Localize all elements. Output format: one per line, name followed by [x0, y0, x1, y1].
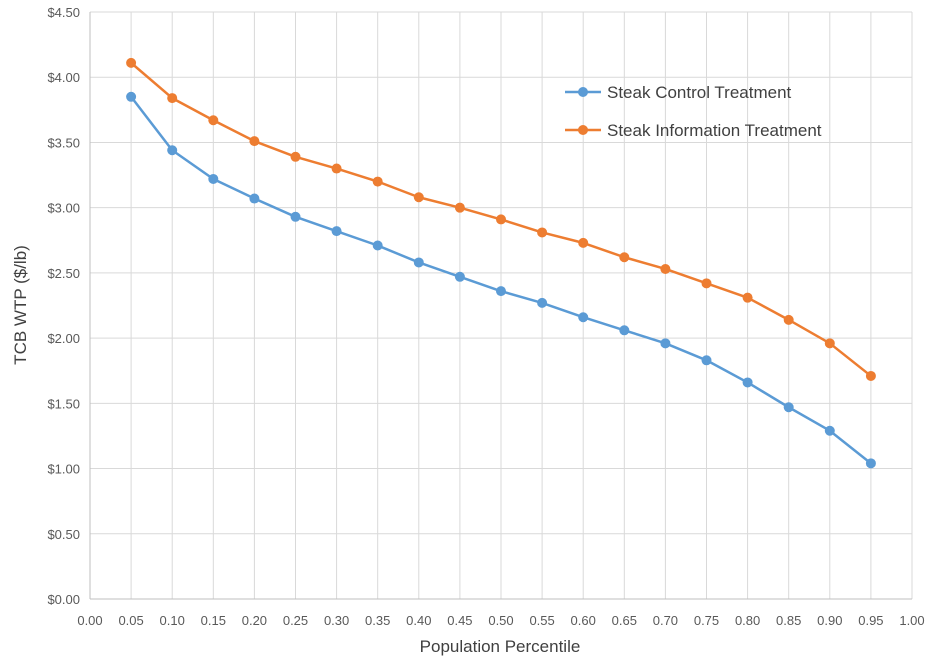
- legend-label: Steak Information Treatment: [607, 121, 822, 140]
- series-group: [126, 57, 876, 469]
- x-tick-label: 0.40: [406, 613, 431, 628]
- data-point: [578, 312, 589, 323]
- x-tick-label: 0.10: [160, 613, 185, 628]
- series-1: [126, 91, 876, 469]
- data-point: [290, 211, 301, 222]
- series-2: [126, 57, 876, 381]
- data-point: [824, 425, 835, 436]
- y-tick-label: $0.50: [47, 527, 80, 542]
- x-tick-label: 0.75: [694, 613, 719, 628]
- x-tick-label: 0.20: [242, 613, 267, 628]
- y-tick-label: $2.50: [47, 266, 80, 281]
- x-tick-label: 0.50: [488, 613, 513, 628]
- data-point: [331, 226, 342, 237]
- data-point: [126, 91, 137, 102]
- data-point: [865, 370, 876, 381]
- x-tick-label: 0.55: [529, 613, 554, 628]
- data-point: [372, 240, 383, 251]
- x-tick-label: 0.45: [447, 613, 472, 628]
- y-tick-label: $4.00: [47, 70, 80, 85]
- data-point: [413, 192, 424, 203]
- data-point: [167, 145, 178, 156]
- data-point: [454, 202, 465, 213]
- x-tick-label: 0.80: [735, 613, 760, 628]
- x-tick-label: 0.15: [201, 613, 226, 628]
- data-point: [783, 314, 794, 325]
- data-point: [372, 176, 383, 187]
- data-point: [701, 278, 712, 289]
- y-tick-label: $1.50: [47, 396, 80, 411]
- legend-item: Steak Information Treatment: [565, 121, 822, 140]
- x-tick-label: 0.25: [283, 613, 308, 628]
- x-axis-ticks: 0.00 0.05 0.10 0.15 0.20 0.25 0.30 0.35 0.40 0.45…: [77, 613, 924, 628]
- x-tick-label: 0.00: [77, 613, 102, 628]
- data-point: [496, 214, 506, 225]
- x-tick-label: 0.60: [571, 613, 596, 628]
- x-tick-label: 0.05: [118, 613, 143, 628]
- data-point: [208, 173, 219, 184]
- legend-item: Steak Control Treatment: [565, 83, 792, 102]
- data-point: [331, 163, 342, 174]
- data-point: [413, 257, 424, 268]
- data-point: [660, 338, 671, 349]
- y-tick-label: $2.00: [47, 331, 80, 346]
- legend: Steak Control Treatment Steak Information…: [565, 83, 822, 140]
- y-axis-title: TCB WTP ($/lb): [11, 245, 30, 365]
- data-point: [290, 151, 301, 162]
- data-point: [742, 377, 753, 388]
- y-tick-label: $3.50: [47, 135, 80, 150]
- data-point: [537, 297, 548, 308]
- x-tick-label: 0.85: [776, 613, 801, 628]
- legend-label: Steak Control Treatment: [607, 83, 792, 102]
- data-point: [208, 115, 219, 126]
- data-point: [249, 193, 260, 204]
- x-axis-title: Population Percentile: [420, 637, 581, 656]
- x-tick-label: 0.70: [653, 613, 678, 628]
- y-tick-label: $0.00: [47, 592, 80, 607]
- data-point: [660, 263, 671, 274]
- data-point: [865, 458, 876, 469]
- data-point: [783, 402, 794, 413]
- data-point: [537, 227, 548, 238]
- x-tick-label: 0.95: [858, 613, 883, 628]
- y-tick-label: $1.00: [47, 462, 80, 477]
- y-tick-label: $4.50: [47, 5, 80, 20]
- data-point: [249, 136, 260, 147]
- data-point: [578, 237, 589, 248]
- data-point: [167, 93, 178, 104]
- axes: [89, 12, 912, 600]
- data-point: [126, 57, 137, 68]
- data-point: [619, 325, 630, 336]
- data-point: [701, 355, 712, 366]
- data-point: [742, 292, 753, 303]
- x-tick-label: 0.30: [324, 613, 349, 628]
- data-point: [496, 286, 506, 297]
- data-point: [619, 252, 630, 263]
- x-tick-label: 1.00: [899, 613, 924, 628]
- legend-swatch-marker: [578, 87, 588, 97]
- legend-swatch-marker: [578, 125, 588, 135]
- data-point: [454, 271, 465, 282]
- y-axis-ticks: $0.00 $0.50 $1.00 $1.50 $2.00 $2.50 $3.00 $3.50…: [47, 5, 80, 607]
- gridlines: [90, 11, 913, 599]
- x-tick-label: 0.65: [612, 613, 637, 628]
- x-tick-label: 0.90: [817, 613, 842, 628]
- x-tick-label: 0.35: [365, 613, 390, 628]
- data-point: [824, 338, 835, 349]
- y-tick-label: $3.00: [47, 201, 80, 216]
